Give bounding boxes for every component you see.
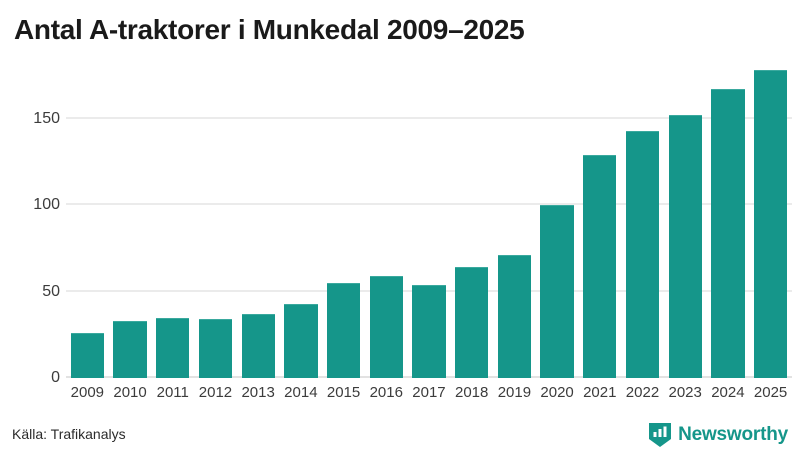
x-tick-label: 2023: [668, 384, 702, 401]
bar-slot: [365, 60, 408, 378]
x-tick-label: 2019: [497, 384, 532, 401]
bar-2021[interactable]: [583, 155, 617, 378]
x-tick-label: 2011: [156, 384, 189, 401]
x-tick-label: 2022: [625, 384, 660, 401]
y-tick-label: 150: [33, 109, 60, 127]
x-tick-label: 2012: [198, 384, 233, 401]
newsworthy-wordmark: Newsworthy: [678, 424, 788, 445]
x-tick-label: 2018: [454, 384, 489, 401]
y-tick-label: 50: [42, 282, 60, 300]
y-tick-label: 100: [33, 196, 60, 214]
bar-chart-logo-icon: [649, 423, 672, 447]
x-tick-label: 2015: [326, 384, 361, 401]
bar-2015[interactable]: [326, 282, 361, 378]
bar-2010[interactable]: [113, 320, 147, 378]
footer-divider: [0, 414, 800, 415]
bar-slot: [707, 60, 750, 378]
chart-title: Antal A-traktorer i Munkedal 2009–2025: [14, 14, 525, 45]
bar-2022[interactable]: [625, 130, 660, 378]
x-tick-label: 2020: [540, 384, 574, 401]
bar-2016[interactable]: [369, 276, 403, 378]
x-tick-label: 2016: [369, 384, 403, 401]
x-tick-label: 2025: [753, 384, 788, 401]
bar-2011[interactable]: [156, 317, 190, 378]
bar-slot: [109, 60, 152, 378]
bar-2018[interactable]: [455, 267, 489, 378]
bar-series: [66, 60, 792, 378]
bar-2009[interactable]: [70, 333, 104, 378]
bar-2012[interactable]: [198, 319, 233, 378]
x-tick-label: 2010: [113, 384, 147, 401]
bar-2023[interactable]: [668, 115, 702, 378]
bar-slot: [194, 60, 237, 378]
bar-slot: [66, 60, 109, 378]
bar-slot: [322, 60, 365, 378]
bar-slot: [749, 60, 792, 378]
bar-2019[interactable]: [497, 255, 532, 378]
source-note: Källa: Trafikanalys: [12, 426, 126, 442]
plot-area: [66, 60, 792, 378]
bar-slot: [493, 60, 536, 378]
bar-slot: [280, 60, 323, 378]
x-tick-label: 2013: [241, 384, 275, 401]
x-tick-label: 2014: [284, 384, 318, 401]
bar-2014[interactable]: [284, 303, 318, 378]
bar-2025[interactable]: [753, 70, 788, 378]
x-tick-label: 2009: [70, 384, 105, 401]
y-tick-label: 0: [51, 369, 60, 386]
x-axis: 2009 2010 2011 2012 2013 2014 2015 2016 2017 2018…: [66, 384, 792, 401]
x-tick-label: 2021: [583, 384, 617, 401]
bar-2020[interactable]: [540, 205, 574, 378]
bar-slot: [237, 60, 280, 378]
bar-2017[interactable]: [412, 284, 446, 378]
bar-slot: [450, 60, 493, 378]
x-tick-label: 2017: [412, 384, 446, 401]
bar-2013[interactable]: [241, 314, 275, 378]
newsworthy-logo[interactable]: Newsworthy: [649, 423, 788, 447]
bar-slot: [664, 60, 707, 378]
x-tick-label: 2024: [711, 384, 745, 401]
bar-slot: [408, 60, 451, 378]
bar-2024[interactable]: [711, 89, 745, 378]
bar-slot: [578, 60, 621, 378]
bar-slot: [151, 60, 194, 378]
gridline-100: [66, 203, 792, 206]
bar-slot: [536, 60, 579, 378]
y-axis: 0 50 100 150: [0, 60, 60, 386]
bar-slot: [621, 60, 664, 378]
gridline-150: [66, 116, 792, 119]
